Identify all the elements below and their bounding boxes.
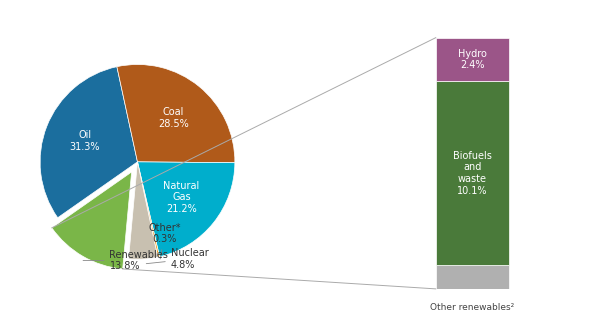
Text: Natural
Gas
21.2%: Natural Gas 21.2% <box>163 181 200 214</box>
Text: Other*
0.3%: Other* 0.3% <box>148 223 181 259</box>
Bar <box>436 265 509 289</box>
Text: Biofuels
and
waste
10.1%: Biofuels and waste 10.1% <box>453 151 492 196</box>
Text: Coal
28.5%: Coal 28.5% <box>158 107 188 129</box>
Text: Nuclear
4.8%: Nuclear 4.8% <box>146 248 209 270</box>
Bar <box>436 38 509 81</box>
Text: Other renewables²
1.3%: Other renewables² 1.3% <box>430 303 515 314</box>
Bar <box>436 81 509 265</box>
Wedge shape <box>137 162 160 257</box>
Wedge shape <box>128 162 158 259</box>
Text: Renewables
13.8%: Renewables 13.8% <box>83 250 169 271</box>
Wedge shape <box>117 64 235 163</box>
Text: Oil
31.3%: Oil 31.3% <box>70 130 100 152</box>
Wedge shape <box>137 162 235 257</box>
Wedge shape <box>40 67 137 218</box>
Text: Hydro
2.4%: Hydro 2.4% <box>458 49 487 70</box>
Wedge shape <box>52 172 131 269</box>
